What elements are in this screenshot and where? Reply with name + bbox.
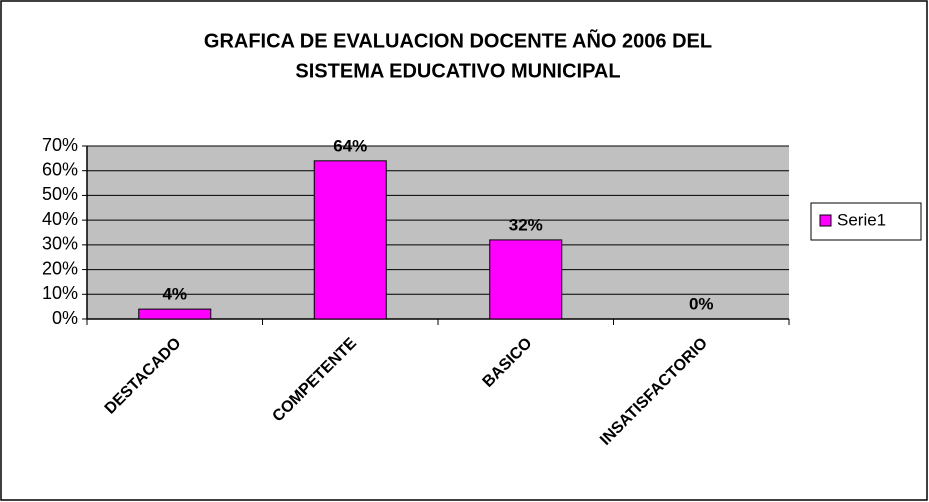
plot-area [87,146,789,319]
y-tick-label: 30% [42,234,78,254]
y-tick-label: 20% [42,258,78,278]
value-label: 4% [162,285,187,304]
bar [489,239,563,320]
y-tick-label: 60% [42,159,78,179]
bar [313,160,387,320]
y-tick-label: 70% [42,135,78,155]
value-label: 32% [509,215,543,234]
chart-title: SISTEMA EDUCATIVO MUNICIPAL [295,60,620,82]
y-tick-label: 40% [42,209,78,229]
y-tick-label: 50% [42,184,78,204]
legend-swatch [819,214,832,227]
value-label: 64% [333,136,367,155]
y-tick-label: 10% [42,283,78,303]
value-label: 0% [689,294,714,313]
y-tick-label: 0% [52,308,78,328]
chart-title: GRAFICA DE EVALUACION DOCENTE AÑO 2006 D… [204,29,712,52]
legend-label: Serie1 [837,210,886,229]
bar [138,308,212,320]
